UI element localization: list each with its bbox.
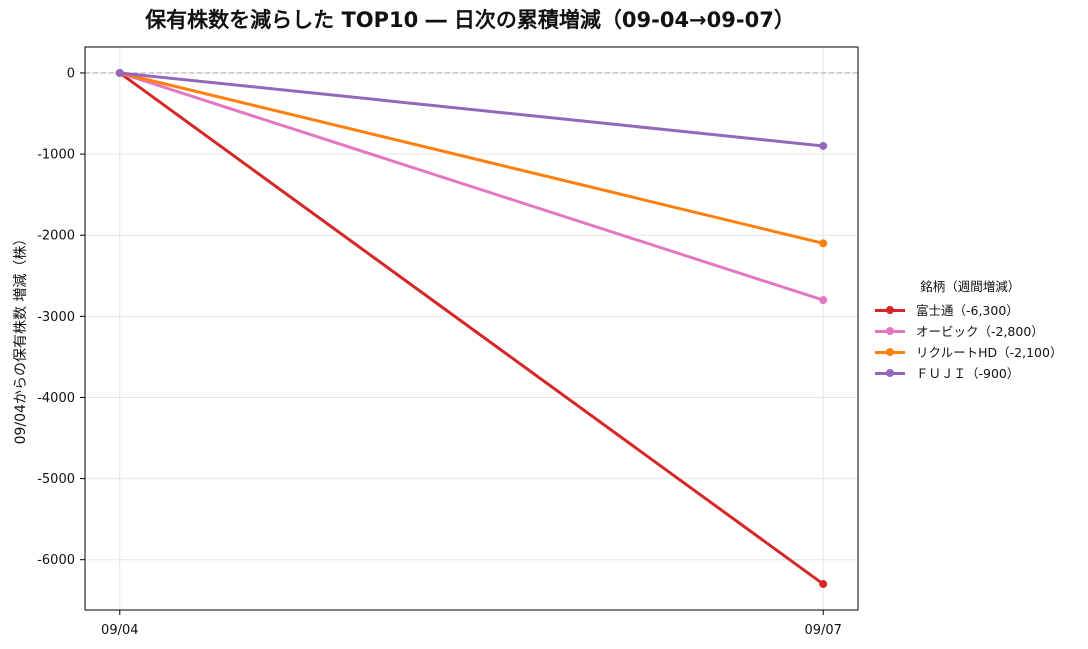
series-lines bbox=[115, 68, 828, 589]
data-point bbox=[819, 141, 828, 150]
legend-swatch-marker bbox=[886, 305, 894, 314]
y-tick-label: -4000 bbox=[37, 391, 75, 406]
y-axis-ticks: 0 -1000 -2000 -3000 -4000 -5000 -6000 bbox=[37, 66, 85, 568]
y-tick-label: -5000 bbox=[37, 472, 75, 487]
legend-swatch bbox=[872, 368, 908, 378]
series-group bbox=[115, 68, 828, 305]
legend-title: 銘柄（週間増減） bbox=[920, 279, 1021, 294]
legend-swatch-marker bbox=[886, 368, 894, 377]
legend-item: オービック（-2,800） bbox=[872, 320, 1062, 341]
series-group bbox=[115, 68, 828, 589]
chart-title: 保有株数を減らした TOP10 ― 日次の累積増減（09-04→09-07） bbox=[145, 8, 795, 32]
legend-swatch-marker bbox=[886, 347, 894, 356]
legend-label: リクルートHD（-2,100） bbox=[916, 345, 1063, 360]
data-point bbox=[819, 239, 828, 248]
plot-frame bbox=[84, 46, 859, 611]
series-group bbox=[115, 68, 828, 248]
y-tick-label: -3000 bbox=[37, 310, 75, 325]
legend-label: オービック（-2,800） bbox=[916, 324, 1044, 339]
series-line bbox=[118, 71, 825, 586]
series-group bbox=[115, 68, 828, 150]
series-line bbox=[119, 71, 824, 302]
legend-label: 富士通（-6,300） bbox=[916, 303, 1019, 318]
data-point bbox=[819, 580, 828, 589]
legend-items: 富士通（-6,300） オービック（-2,800） リクルートHD（-2,100） Ｆ… bbox=[872, 299, 1062, 383]
legend-swatch bbox=[872, 347, 908, 357]
series-line bbox=[119, 71, 824, 245]
x-tick-label: 09/04 bbox=[101, 623, 138, 638]
legend-swatch-marker bbox=[886, 326, 894, 335]
legend-swatch bbox=[872, 326, 908, 336]
y-tick-label: -2000 bbox=[37, 229, 75, 244]
y-tick-label: -1000 bbox=[37, 148, 75, 163]
legend-item: リクルートHD（-2,100） bbox=[872, 341, 1062, 362]
legend-label: ＦＵＪＩ（-900） bbox=[916, 366, 1020, 381]
y-tick-label: 0 bbox=[67, 66, 75, 81]
data-point bbox=[819, 296, 828, 305]
legend: 銘柄（週間増減） 富士通（-6,300） オービック（-2,800） リクルートHD… bbox=[872, 276, 1062, 383]
legend-swatch bbox=[872, 305, 908, 315]
series-line bbox=[119, 71, 824, 148]
x-tick-label: 09/07 bbox=[804, 623, 841, 638]
legend-item: ＦＵＪＩ（-900） bbox=[872, 362, 1062, 383]
legend-item: 富士通（-6,300） bbox=[872, 299, 1062, 320]
y-tick-label: -6000 bbox=[37, 553, 75, 568]
x-axis-ticks: 09/04 09/07 bbox=[101, 610, 842, 638]
data-point bbox=[115, 68, 124, 77]
